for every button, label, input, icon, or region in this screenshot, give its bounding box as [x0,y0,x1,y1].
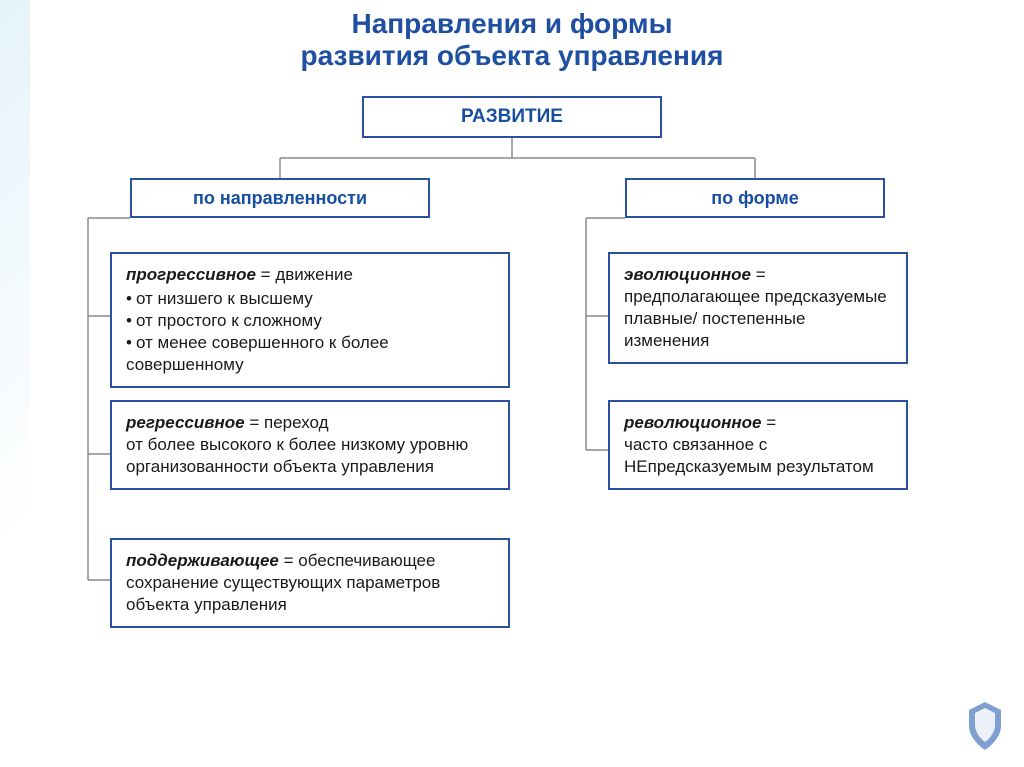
bullet: от низшего к высшему [126,288,494,310]
bullet: от менее совершенного к более совершенно… [126,332,494,376]
item-lead: прогрессивное [126,265,256,284]
item-body: от более высокого к более низкому уровню… [126,434,494,478]
item-eq: = [751,265,766,284]
root-label: РАЗВИТИЕ [461,106,563,127]
item-lead: поддерживающее [126,551,279,570]
item-body: предполагающее предсказуемые плавные/ по… [624,286,892,352]
category-direction: по направленности [130,178,430,218]
item-eq: = движение [256,265,353,284]
item-body: часто связанное с НЕпредсказуемым резуль… [624,434,892,478]
category-form-label: по форме [711,188,798,208]
item-lead: эволюционное [624,265,751,284]
item-eq: = обеспечивающее [279,551,436,570]
footer-logo-icon [964,699,1006,753]
item-supporting: поддерживающее = обеспечивающее сохранен… [110,538,510,628]
item-lead: регрессивное [126,413,245,432]
item-regressive: регрессивное = переход от более высокого… [110,400,510,490]
page-title: Направления и формы развития объекта упр… [40,8,984,72]
item-body: сохранение существующих параметров объек… [126,572,494,616]
bullet: от простого к сложному [126,310,494,332]
title-line2: развития объекта управления [301,40,724,71]
item-eq: = [761,413,776,432]
item-eq: = переход [245,413,329,432]
background-accent [0,0,30,767]
item-revolutionary: революционное = часто связанное с НЕпред… [608,400,908,490]
category-direction-label: по направленности [193,188,367,208]
category-form: по форме [625,178,885,218]
root-node: РАЗВИТИЕ [362,96,662,138]
item-lead: революционное [624,413,761,432]
item-progressive: прогрессивное = движение от низшего к вы… [110,252,510,388]
item-bullets: от низшего к высшему от простого к сложн… [126,288,494,376]
title-line1: Направления и формы [351,8,672,39]
item-evolutionary: эволюционное = предполагающее предсказуе… [608,252,908,364]
